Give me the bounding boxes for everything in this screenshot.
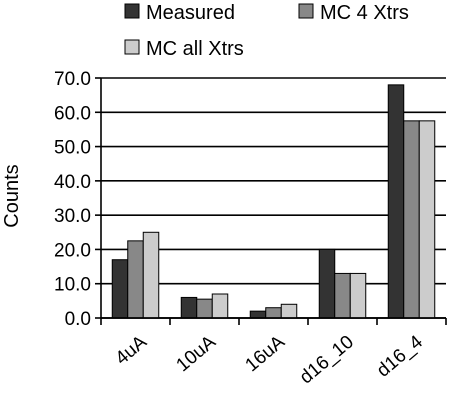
bar-4uA-series-0 xyxy=(111,259,129,319)
legend-label: MC 4 Xtrs xyxy=(320,2,409,24)
bar-4uA-series-1 xyxy=(127,240,144,319)
y-tick-label: 30.0 xyxy=(54,206,91,227)
category-label: d16_4 xyxy=(373,331,427,381)
bars xyxy=(111,84,436,319)
legend-swatch xyxy=(124,3,140,19)
y-tick-labels: 0.0 10.0 20.0 30.0 40.0 50.0 60.0 70.0 xyxy=(54,69,91,330)
y-tick-label: 0.0 xyxy=(65,309,91,330)
category-label: 10uA xyxy=(172,331,220,376)
bar-d16_10-series-2 xyxy=(349,272,367,319)
category-labels: 4uA 10uA 16uA d16_10 d16_4 xyxy=(112,331,428,388)
bar-16uA-series-0 xyxy=(249,310,267,319)
bar-d16_4-series-2 xyxy=(418,120,436,319)
axes xyxy=(95,77,447,325)
y-axis-title: Counts xyxy=(1,164,23,227)
bar-d16_10-series-0 xyxy=(318,248,336,319)
bar-16uA-series-1 xyxy=(265,307,282,319)
bar-4uA-series-2 xyxy=(142,231,160,319)
category-label: 4uA xyxy=(112,331,152,369)
bar-16uA-series-2 xyxy=(280,303,298,319)
bar-10uA-series-1 xyxy=(196,298,213,319)
bar-d16_10-series-1 xyxy=(334,272,351,319)
y-tick-label: 60.0 xyxy=(54,103,91,124)
bar-10uA-series-0 xyxy=(180,296,198,319)
y-tick-label: 50.0 xyxy=(54,138,91,159)
y-tick-label: 70.0 xyxy=(54,69,91,90)
legend: Measured MC 4 Xtrs MC all Xtrs xyxy=(124,2,409,60)
y-tick-label: 10.0 xyxy=(54,275,91,296)
legend-label: MC all Xtrs xyxy=(146,38,244,60)
category-label: d16_10 xyxy=(296,332,358,389)
y-tick-label: 20.0 xyxy=(54,240,91,261)
y-tick-label: 40.0 xyxy=(54,172,91,193)
legend-swatch xyxy=(298,3,314,19)
bar-d16_4-series-0 xyxy=(387,84,405,319)
bar-10uA-series-2 xyxy=(211,293,229,319)
legend-label: Measured xyxy=(146,2,235,24)
legend-swatch xyxy=(124,39,140,55)
bar-d16_4-series-1 xyxy=(403,120,420,319)
category-label: 16uA xyxy=(241,331,289,376)
